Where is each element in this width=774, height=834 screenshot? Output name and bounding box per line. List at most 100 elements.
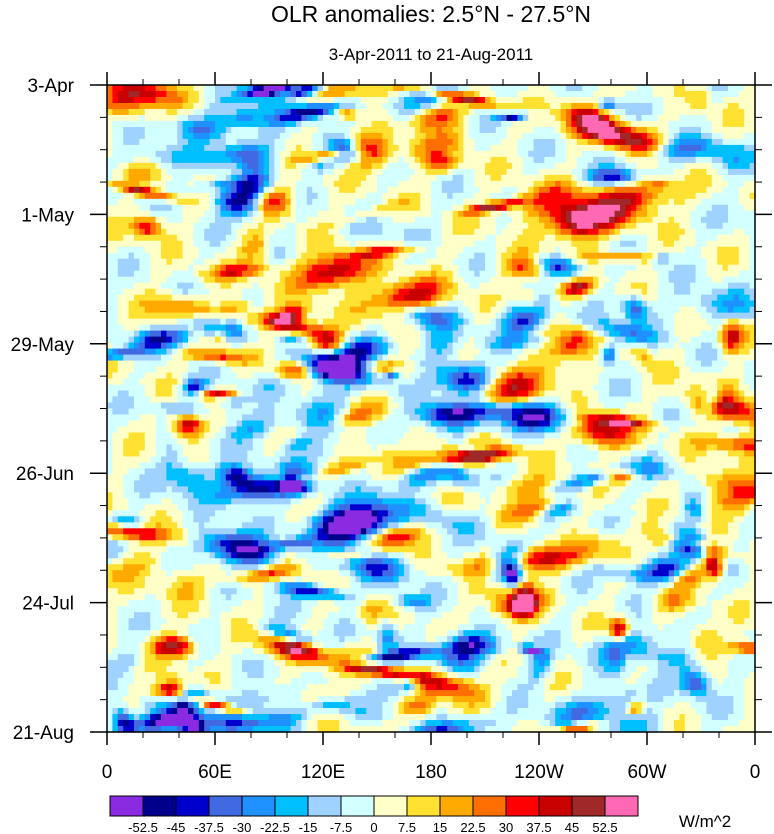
heatmap-cell	[560, 216, 567, 224]
heatmap-cell	[533, 168, 540, 176]
heatmap-cell	[512, 102, 518, 110]
heatmap-cell	[258, 144, 265, 152]
heatmap-cell	[123, 198, 130, 206]
heatmap-cell	[382, 180, 389, 188]
heatmap-cell	[258, 276, 265, 284]
heatmap-cell	[485, 96, 491, 104]
heatmap-cell	[684, 126, 691, 134]
heatmap-cell	[323, 174, 329, 182]
heatmap-cell	[495, 300, 502, 308]
heatmap-cell	[555, 240, 562, 248]
heatmap-cell	[404, 174, 410, 182]
heatmap-cell	[722, 162, 729, 170]
heatmap-cell	[360, 150, 367, 158]
heatmap-cell	[555, 210, 562, 218]
heatmap-cell	[495, 282, 502, 290]
heatmap-cell	[695, 186, 702, 194]
heatmap-cell	[706, 204, 713, 212]
heatmap-cell	[398, 120, 405, 128]
heatmap-cell	[544, 180, 551, 188]
heatmap-cell	[647, 96, 653, 104]
heatmap-cell	[231, 276, 238, 284]
heatmap-cell	[582, 168, 589, 176]
heatmap-cell	[350, 210, 356, 218]
heatmap-cell	[722, 240, 729, 248]
heatmap-cell	[360, 96, 367, 104]
heatmap-cell	[128, 126, 135, 134]
heatmap-cell	[387, 156, 394, 164]
heatmap-cell	[566, 90, 572, 98]
heatmap-cell	[182, 96, 189, 104]
heatmap-cell	[171, 246, 178, 254]
heatmap-cell	[198, 120, 205, 128]
heatmap-cell	[539, 312, 545, 320]
heatmap-cell	[593, 288, 599, 296]
heatmap-cell	[188, 108, 194, 116]
heatmap-cell	[123, 258, 130, 266]
heatmap-cell	[263, 318, 270, 326]
heatmap-cell	[490, 120, 497, 128]
heatmap-cell	[420, 252, 427, 260]
heatmap-cell	[198, 228, 205, 236]
heatmap-cell	[576, 102, 583, 110]
heatmap-cell	[674, 288, 680, 296]
heatmap-cell	[479, 102, 486, 110]
heatmap-cell	[225, 276, 232, 284]
heatmap-cell	[490, 204, 497, 212]
heatmap-cell	[490, 162, 497, 170]
heatmap-cell	[285, 156, 292, 164]
heatmap-cell	[366, 294, 373, 302]
heatmap-cell	[555, 228, 562, 236]
heatmap-cell	[177, 276, 184, 284]
heatmap-cell	[377, 96, 383, 104]
heatmap-cell	[328, 264, 335, 272]
heatmap-cell	[663, 324, 670, 332]
heatmap-cell	[366, 192, 373, 200]
heatmap-cell	[242, 276, 248, 284]
heatmap-cell	[198, 102, 205, 110]
heatmap-cell	[549, 192, 556, 200]
heatmap-cell	[263, 150, 270, 158]
heatmap-cell	[701, 174, 707, 182]
heatmap-cell	[382, 90, 389, 98]
heatmap-cell	[690, 222, 697, 230]
heatmap-cell	[382, 162, 389, 170]
heatmap-cell	[695, 126, 702, 134]
heatmap-cell	[512, 228, 518, 236]
heatmap-cell	[722, 168, 729, 176]
heatmap-cell	[377, 288, 383, 296]
heatmap-cell	[636, 174, 643, 182]
heatmap-cell	[285, 264, 292, 272]
heatmap-cell	[225, 120, 232, 128]
heatmap-cell	[679, 90, 686, 98]
heatmap-cell	[409, 270, 416, 278]
heatmap-cell	[112, 85, 119, 92]
heatmap-cell	[733, 234, 740, 242]
heatmap-cell	[420, 204, 427, 212]
heatmap-cell	[409, 204, 416, 212]
heatmap-cell	[690, 192, 697, 200]
heatmap-cell	[679, 144, 686, 152]
heatmap-cell	[463, 114, 470, 122]
heatmap-cell	[404, 162, 410, 170]
heatmap-cell	[333, 150, 340, 158]
heatmap-cell	[117, 306, 124, 314]
heatmap-cell	[571, 228, 578, 236]
heatmap-cell	[420, 156, 427, 164]
heatmap-cell	[263, 198, 270, 206]
heatmap-cell	[452, 240, 459, 248]
heatmap-cell	[614, 228, 621, 236]
heatmap-cell	[139, 162, 146, 170]
heatmap-cell	[641, 324, 648, 332]
heatmap-cell	[301, 90, 308, 98]
heatmap-cell	[452, 282, 459, 290]
heatmap-cell	[377, 306, 383, 314]
heatmap-cell	[598, 222, 605, 230]
heatmap-cell	[377, 270, 383, 278]
heatmap-cell	[220, 312, 227, 320]
heatmap-cell	[290, 276, 297, 284]
heatmap-cell	[717, 96, 724, 104]
heatmap-cell	[566, 210, 572, 218]
heatmap-cell	[371, 282, 378, 290]
heatmap-cell	[301, 126, 308, 134]
